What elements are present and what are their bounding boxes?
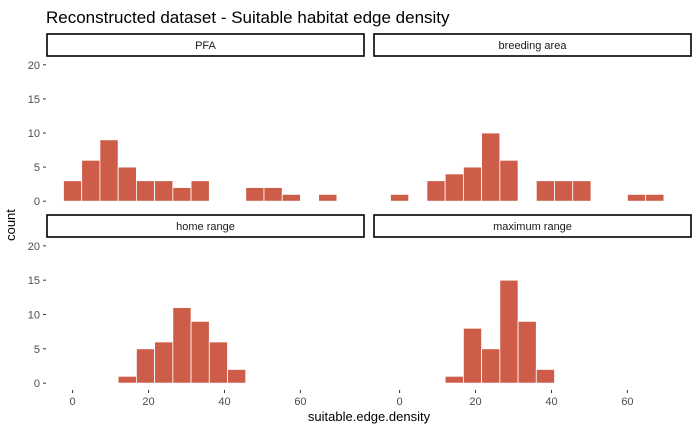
histogram-bar xyxy=(117,375,137,384)
histogram-bar xyxy=(190,180,210,202)
facet-strip-label: home range xyxy=(176,221,235,233)
y-tick-label: 5 xyxy=(34,344,40,356)
histogram-bar xyxy=(245,187,265,202)
y-tick-label: 15 xyxy=(28,275,40,287)
histogram-bar xyxy=(81,159,101,202)
facet-strip xyxy=(46,214,365,238)
histogram-bar xyxy=(190,320,210,384)
histogram-bar xyxy=(444,173,464,202)
facet-strip-label: breeding area xyxy=(499,40,568,52)
facet-strip xyxy=(373,33,692,57)
histogram-bar xyxy=(535,180,555,202)
facet-panel: home range 0 5 10 15 20 0 20 40 60 xyxy=(28,214,365,408)
facet-strip-label: maximum range xyxy=(493,221,572,233)
facet-panels: PFA 0 5 10 15 20 breeding area home range 0 5 10 15… xyxy=(28,33,692,408)
y-tick-label: 20 xyxy=(28,241,40,253)
histogram-bar xyxy=(263,187,283,202)
histogram-bar xyxy=(426,180,446,202)
x-tick-label: 0 xyxy=(397,396,403,408)
histogram-bar xyxy=(517,320,537,384)
histogram-bar xyxy=(499,279,519,384)
histogram-bar xyxy=(63,180,83,202)
histogram-bar xyxy=(645,193,665,202)
x-tick-label: 20 xyxy=(142,396,154,408)
y-tick-label: 0 xyxy=(34,378,40,390)
histogram-bar xyxy=(135,348,156,384)
histogram-bar xyxy=(554,180,574,202)
facet-panel: maximum range 0 20 40 60 xyxy=(373,214,692,408)
chart-title: Reconstructed dataset - Suitable habitat… xyxy=(46,8,450,27)
y-tick-label: 15 xyxy=(28,94,40,106)
y-tick-label: 10 xyxy=(28,128,40,140)
facet-strip xyxy=(373,214,692,238)
histogram-bar xyxy=(117,166,137,202)
histogram-bar xyxy=(172,187,192,202)
x-tick-label: 20 xyxy=(469,396,481,408)
histogram-bar xyxy=(462,166,483,202)
x-tick-label: 60 xyxy=(621,396,633,408)
histogram-bar xyxy=(481,132,501,202)
x-axis-label: suitable.edge.density xyxy=(308,409,431,424)
x-tick-label: 60 xyxy=(294,396,306,408)
histogram-bar xyxy=(99,139,119,202)
x-tick-label: 40 xyxy=(218,396,230,408)
y-tick-label: 5 xyxy=(34,162,40,174)
histogram-bar xyxy=(172,307,192,384)
x-tick-label: 40 xyxy=(545,396,557,408)
histogram-bar xyxy=(390,193,410,202)
y-tick-label: 10 xyxy=(28,310,40,322)
histogram-bar xyxy=(481,348,501,384)
histogram-bar xyxy=(462,327,483,384)
histogram-bar xyxy=(535,369,555,384)
histogram-bar xyxy=(627,193,647,202)
histogram-bar xyxy=(227,369,247,384)
y-axis-label: count xyxy=(3,209,18,241)
y-tick-label: 20 xyxy=(28,60,40,72)
y-tick-label: 0 xyxy=(34,196,40,208)
histogram-bar xyxy=(154,341,174,384)
histogram-bar xyxy=(318,193,338,202)
facet-panel: breeding area xyxy=(373,33,692,202)
facet-strip-label: PFA xyxy=(195,40,216,52)
histogram-bar xyxy=(135,180,156,202)
facet-strip xyxy=(46,33,365,57)
histogram-bar xyxy=(572,180,592,202)
histogram-bar xyxy=(281,193,301,202)
histogram-bar xyxy=(499,159,519,202)
histogram-bar xyxy=(208,341,228,384)
facet-panel: PFA 0 5 10 15 20 xyxy=(28,33,365,208)
histogram-bar xyxy=(154,180,174,202)
x-tick-label: 0 xyxy=(70,396,76,408)
histogram-bar xyxy=(444,375,464,384)
